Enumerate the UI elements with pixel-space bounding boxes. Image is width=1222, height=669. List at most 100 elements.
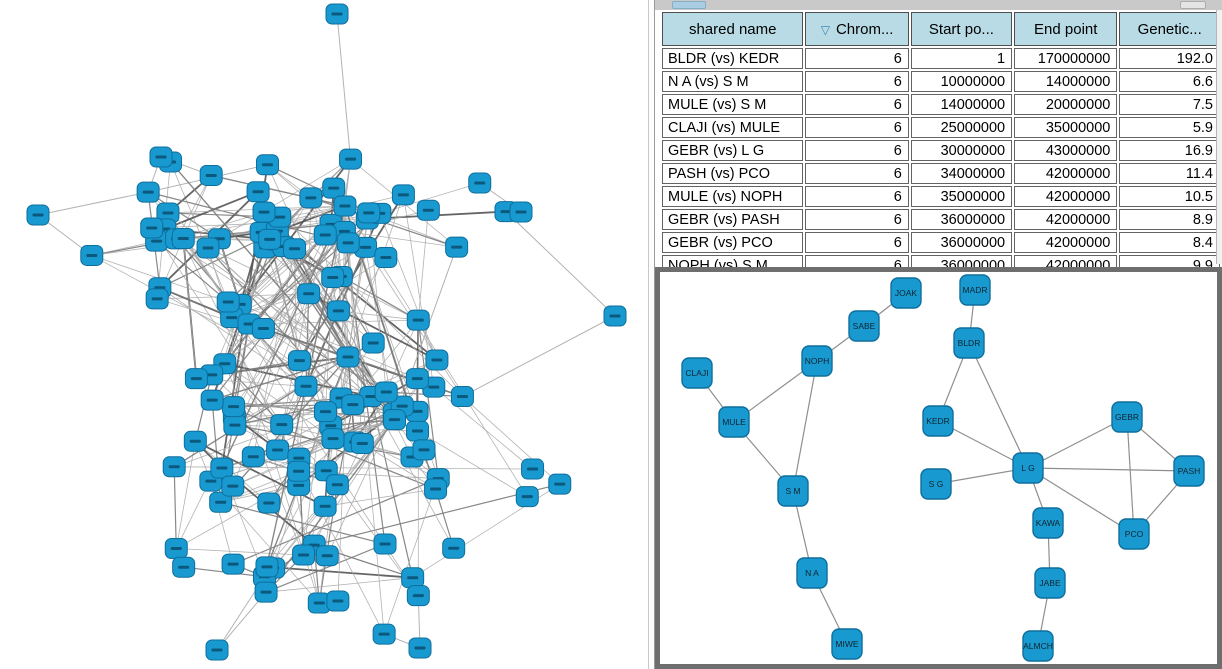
network-node[interactable]	[339, 148, 363, 170]
cell-shared-name[interactable]: GEBR (vs) PASH	[662, 209, 804, 230]
network-edge-l-g-pco[interactable]	[1027, 467, 1135, 535]
network-edge-gebr-pco[interactable]	[1126, 416, 1135, 535]
cell-shared-name[interactable]: BLDR (vs) KEDR	[662, 48, 804, 69]
cell-genetic[interactable]: 6.6	[1119, 71, 1220, 92]
network-node-s-m[interactable]: S M	[777, 475, 809, 507]
network-node[interactable]	[252, 201, 276, 223]
network-node[interactable]	[326, 300, 350, 322]
cell-genetic[interactable]: 11.4	[1119, 163, 1220, 184]
cell-end-point[interactable]: 42000000	[1014, 209, 1118, 230]
network-node[interactable]	[350, 433, 374, 455]
cell-shared-name[interactable]: GEBR (vs) L G	[662, 140, 804, 161]
network-node[interactable]	[287, 350, 311, 372]
cell-end-point[interactable]: 170000000	[1014, 48, 1118, 69]
network-node[interactable]	[325, 3, 349, 25]
network-node[interactable]	[297, 283, 321, 305]
network-node[interactable]	[149, 146, 173, 168]
cell-start-po[interactable]: 34000000	[910, 163, 1013, 184]
network-node[interactable]	[333, 195, 357, 217]
network-node-pash[interactable]: PASH	[1173, 455, 1205, 487]
network-node[interactable]	[412, 439, 436, 461]
cell-genetic[interactable]: 16.9	[1119, 140, 1220, 161]
network-node-bldr[interactable]: BLDR	[953, 327, 985, 359]
cell-shared-name[interactable]: N A (vs) S M	[662, 71, 804, 92]
cell-genetic[interactable]: 8.4	[1119, 232, 1220, 253]
panel-splitter[interactable]	[648, 0, 655, 669]
network-node[interactable]	[287, 460, 311, 482]
cell-start-po[interactable]: 35000000	[910, 186, 1013, 207]
network-node[interactable]	[184, 368, 208, 390]
cell-end-point[interactable]: 42000000	[1014, 163, 1118, 184]
network-node[interactable]	[136, 181, 160, 203]
network-node[interactable]	[205, 639, 229, 661]
table-row[interactable]: PASH (vs) PCO 6 34000000 42000000 11.4	[662, 163, 1220, 184]
table-row[interactable]: GEBR (vs) PASH 6 36000000 42000000 8.9	[662, 209, 1220, 230]
cell-chrom[interactable]: 6	[805, 117, 909, 138]
cell-genetic[interactable]: 10.5	[1119, 186, 1220, 207]
table-scroll-tab-right[interactable]	[1180, 1, 1206, 9]
network-node-jabe[interactable]: JABE	[1034, 567, 1066, 599]
cell-genetic[interactable]: 7.5	[1119, 94, 1220, 115]
network-node[interactable]	[321, 428, 345, 450]
network-node[interactable]	[145, 288, 169, 310]
network-node[interactable]	[223, 414, 247, 436]
network-node-kawa[interactable]: KAWA	[1032, 507, 1064, 539]
cell-shared-name[interactable]: MULE (vs) S M	[662, 94, 804, 115]
table-row[interactable]: GEBR (vs) PCO 6 36000000 42000000 8.4	[662, 232, 1220, 253]
network-node[interactable]	[442, 537, 466, 559]
network-node[interactable]	[299, 187, 323, 209]
cell-start-po[interactable]: 14000000	[910, 94, 1013, 115]
network-edge-l-g-gebr[interactable]	[1027, 416, 1128, 469]
network-node[interactable]	[200, 389, 224, 411]
network-node[interactable]	[270, 414, 294, 436]
column-header-end-point[interactable]: End point	[1014, 12, 1118, 46]
network-node[interactable]	[521, 458, 545, 480]
cell-start-po[interactable]: 36000000	[910, 209, 1013, 230]
network-node[interactable]	[255, 556, 279, 578]
network-node[interactable]	[416, 199, 440, 221]
network-node-s-g[interactable]: S G	[920, 468, 952, 500]
cell-start-po[interactable]: 25000000	[910, 117, 1013, 138]
network-node[interactable]	[313, 224, 337, 246]
network-node[interactable]	[283, 238, 307, 260]
cell-start-po[interactable]: 30000000	[910, 140, 1013, 161]
network-node[interactable]	[254, 581, 278, 603]
network-node[interactable]	[140, 217, 164, 239]
network-node[interactable]	[450, 386, 474, 408]
network-node[interactable]	[292, 544, 316, 566]
cell-genetic[interactable]: 8.9	[1119, 209, 1220, 230]
network-node[interactable]	[357, 202, 381, 224]
network-node[interactable]	[210, 457, 234, 479]
network-node[interactable]	[406, 585, 430, 607]
network-node[interactable]	[315, 545, 339, 567]
network-node[interactable]	[548, 473, 572, 495]
column-header-start-po[interactable]: Start po...	[910, 12, 1013, 46]
network-node[interactable]	[321, 266, 345, 288]
cell-end-point[interactable]: 42000000	[1014, 232, 1118, 253]
cell-chrom[interactable]: 6	[805, 94, 909, 115]
network-node[interactable]	[401, 567, 425, 589]
cell-end-point[interactable]: 35000000	[1014, 117, 1118, 138]
network-node-almch[interactable]: ALMCH	[1022, 630, 1054, 662]
network-node[interactable]	[373, 533, 397, 555]
network-node[interactable]	[241, 446, 265, 468]
cell-shared-name[interactable]: CLAJI (vs) MULE	[662, 117, 804, 138]
table-row[interactable]: BLDR (vs) KEDR 6 1 170000000 192.0	[662, 48, 1220, 69]
network-node[interactable]	[424, 478, 448, 500]
cell-chrom[interactable]: 6	[805, 140, 909, 161]
cell-chrom[interactable]: 6	[805, 209, 909, 230]
network-node[interactable]	[603, 305, 627, 327]
network-node[interactable]	[183, 430, 207, 452]
network-node[interactable]	[336, 232, 360, 254]
network-node[interactable]	[216, 291, 240, 313]
cell-chrom[interactable]: 6	[805, 163, 909, 184]
network-node-gebr[interactable]: GEBR	[1111, 401, 1143, 433]
cell-start-po[interactable]: 1	[910, 48, 1013, 69]
cell-end-point[interactable]: 43000000	[1014, 140, 1118, 161]
network-edge-noph-s-m[interactable]	[792, 360, 818, 492]
table-row[interactable]: N A (vs) S M 6 10000000 14000000 6.6	[662, 71, 1220, 92]
network-node[interactable]	[80, 244, 104, 266]
network-node[interactable]	[251, 318, 275, 340]
network-node-noph[interactable]: NOPH	[801, 345, 833, 377]
